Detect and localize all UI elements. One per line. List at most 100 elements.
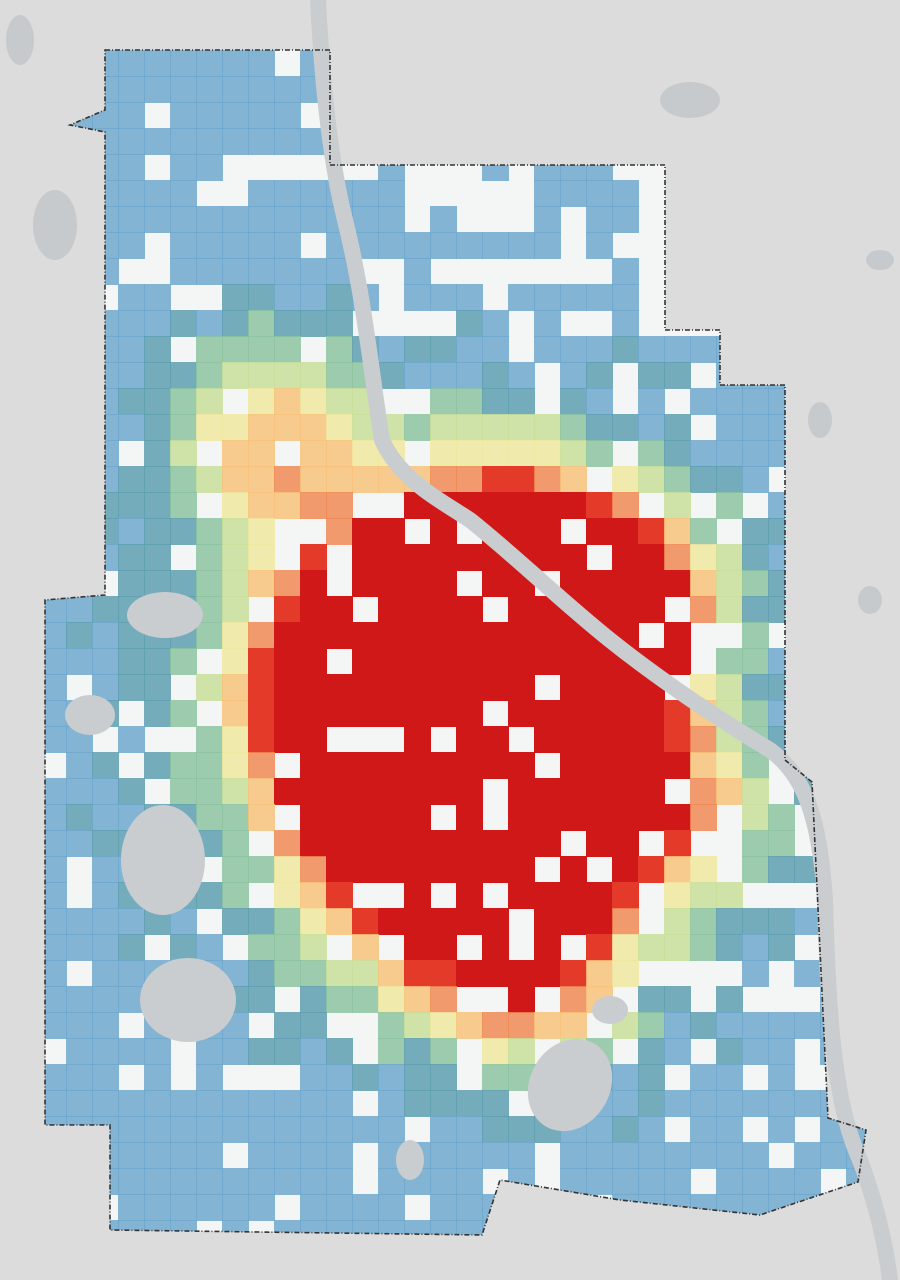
heat-tile bbox=[170, 414, 197, 441]
heat-tile bbox=[222, 1116, 249, 1143]
heat-tile bbox=[430, 752, 457, 779]
heat-tile bbox=[144, 700, 171, 727]
heat-tile bbox=[768, 856, 795, 883]
heat-tile bbox=[118, 76, 145, 103]
heat-tile bbox=[352, 1194, 379, 1221]
heat-tile bbox=[274, 362, 301, 389]
heat-tile bbox=[378, 180, 405, 207]
heat-tile bbox=[222, 1168, 249, 1195]
heat-tile bbox=[326, 388, 353, 415]
heat-tile bbox=[300, 674, 327, 701]
heat-tile bbox=[274, 1220, 301, 1235]
heat-tile bbox=[118, 934, 145, 961]
heat-tile bbox=[716, 1090, 743, 1117]
heat-tile bbox=[768, 830, 795, 857]
heat-tile bbox=[118, 128, 145, 155]
heat-tile bbox=[534, 518, 561, 545]
heat-tile bbox=[612, 856, 639, 883]
heat-tile bbox=[404, 1012, 431, 1039]
heat-tile bbox=[45, 778, 67, 805]
heat-tile bbox=[716, 440, 743, 467]
heat-tile bbox=[716, 674, 743, 701]
heat-tile bbox=[508, 960, 535, 987]
heat-tile bbox=[430, 648, 457, 675]
heat-tile bbox=[586, 362, 613, 389]
heat-tile bbox=[612, 1142, 639, 1169]
heat-tile bbox=[222, 804, 249, 831]
heat-tile bbox=[430, 570, 457, 597]
heat-tile bbox=[456, 1194, 483, 1221]
heat-tile bbox=[170, 440, 197, 467]
heat-tile bbox=[404, 596, 431, 623]
heat-tile bbox=[352, 908, 379, 935]
heat-tile bbox=[45, 622, 67, 649]
heat-tile bbox=[352, 206, 379, 233]
lake bbox=[592, 996, 628, 1024]
heat-tile bbox=[534, 700, 561, 727]
heat-tile bbox=[326, 700, 353, 727]
heat-tile bbox=[274, 336, 301, 363]
heat-tile bbox=[716, 882, 743, 909]
heat-tile bbox=[638, 726, 665, 753]
heat-tile bbox=[118, 1142, 145, 1169]
heat-tile bbox=[612, 778, 639, 805]
heat-tile bbox=[378, 700, 405, 727]
heat-tile bbox=[586, 492, 613, 519]
heat-tile bbox=[742, 466, 769, 493]
heat-tile bbox=[430, 908, 457, 935]
heat-tile bbox=[638, 544, 665, 571]
heat-tile bbox=[274, 830, 301, 857]
heat-tile bbox=[66, 778, 93, 805]
heat-tile bbox=[66, 1038, 93, 1065]
heat-tile bbox=[248, 544, 275, 571]
heat-tile bbox=[378, 674, 405, 701]
heat-tile bbox=[248, 206, 275, 233]
heat-tile bbox=[482, 934, 509, 961]
heat-tile bbox=[456, 466, 483, 493]
heat-tile bbox=[482, 1142, 509, 1169]
heat-tile bbox=[456, 596, 483, 623]
heat-tile bbox=[274, 648, 301, 675]
heat-tile bbox=[534, 622, 561, 649]
heat-tile bbox=[326, 778, 353, 805]
heat-tile bbox=[560, 414, 587, 441]
heat-tile bbox=[586, 908, 613, 935]
heat-tile bbox=[612, 336, 639, 363]
heat-tile bbox=[222, 284, 249, 311]
heat-tile bbox=[92, 596, 119, 623]
heat-tile bbox=[144, 50, 171, 77]
heat-tile bbox=[664, 856, 691, 883]
lake bbox=[527, 1038, 613, 1132]
heat-tile bbox=[690, 466, 717, 493]
heat-tile bbox=[560, 1012, 587, 1039]
heat-tile bbox=[430, 1090, 457, 1117]
heat-tile bbox=[248, 908, 275, 935]
heat-tile bbox=[300, 362, 327, 389]
heat-tile bbox=[118, 648, 145, 675]
heat-tile bbox=[274, 882, 301, 909]
heat-tile bbox=[222, 544, 249, 571]
heat-tile bbox=[118, 492, 145, 519]
heat-tile bbox=[248, 986, 275, 1013]
heat-tile bbox=[482, 648, 509, 675]
heat-tile bbox=[508, 388, 535, 415]
heat-tile bbox=[664, 908, 691, 935]
heat-tile bbox=[248, 804, 275, 831]
heat-tile bbox=[300, 492, 327, 519]
heat-tile bbox=[456, 778, 483, 805]
heat-tile bbox=[560, 752, 587, 779]
heat-tile bbox=[274, 934, 301, 961]
heat-tile bbox=[534, 778, 561, 805]
heat-tile bbox=[352, 804, 379, 831]
heat-tile bbox=[482, 388, 509, 415]
heat-tile bbox=[45, 674, 67, 701]
heat-tile bbox=[586, 934, 613, 961]
heat-tile bbox=[664, 466, 691, 493]
heat-tile bbox=[560, 440, 587, 467]
heat-tile bbox=[742, 518, 769, 545]
heat-tile bbox=[456, 310, 483, 337]
heat-tile bbox=[560, 804, 587, 831]
heat-tile bbox=[508, 466, 535, 493]
heat-tile bbox=[326, 804, 353, 831]
